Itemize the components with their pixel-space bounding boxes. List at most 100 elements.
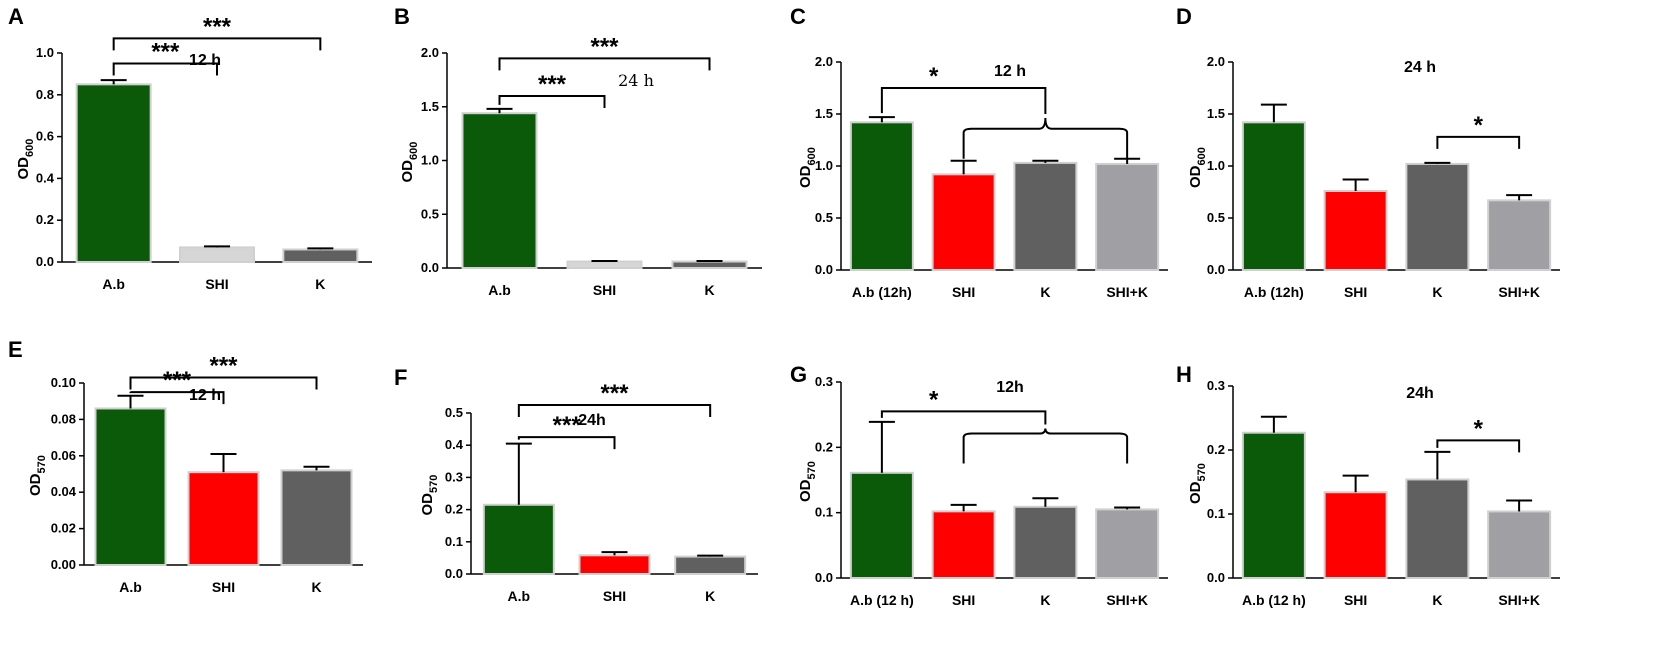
bar: [1241, 431, 1306, 579]
y-tick-label: 0.8: [36, 87, 54, 102]
significance-label: ***: [209, 353, 238, 380]
y-tick-label: 0.4: [36, 170, 55, 185]
y-axis-label: OD570: [27, 455, 48, 496]
y-tick-label: 0.5: [1207, 210, 1225, 225]
x-tick-label: K: [311, 579, 321, 595]
significance-label: *: [929, 63, 939, 90]
y-axis-label: OD570: [797, 461, 818, 502]
y-axis-label: OD600: [399, 142, 420, 183]
y-axis-label: OD570: [1187, 463, 1208, 504]
y-tick-label: 2.0: [421, 45, 439, 60]
significance-bracket: [1436, 135, 1521, 149]
y-tick-label: 0.0: [1207, 262, 1225, 277]
y-tick-label: 0.5: [815, 210, 833, 225]
x-tick-label: A.b: [508, 588, 531, 604]
bar: [187, 471, 260, 566]
bar: [674, 555, 747, 575]
y-tick-label: 0.06: [51, 448, 76, 463]
chart-title: 12 h: [189, 52, 221, 69]
panel-label: F: [394, 365, 407, 390]
bar: [1013, 505, 1078, 579]
y-tick-label: 0.4: [445, 437, 464, 452]
y-tick-label: 1.5: [815, 106, 833, 121]
significance-bracket: [517, 436, 616, 450]
panel-label: C: [790, 4, 806, 29]
y-tick-label: 1.0: [815, 158, 833, 173]
panel-e: E OD570 0.00 0.02 0.04 0.06 0.08 0.10 A.b SHI K ***…: [8, 337, 363, 595]
group-bracket: [962, 117, 1129, 159]
bar: [931, 173, 996, 272]
y-tick-label: 0.02: [51, 521, 76, 536]
y-tick-label: 0.0: [36, 254, 54, 269]
bar: [1095, 162, 1160, 271]
bar: [1095, 508, 1160, 579]
y-axis-label: OD600: [1187, 147, 1208, 188]
bar: [931, 510, 996, 579]
y-tick-label: 0.5: [445, 405, 463, 420]
y-tick-label: 0.1: [1207, 506, 1225, 521]
y-tick-label: 0.3: [445, 469, 463, 484]
bar: [1487, 199, 1552, 272]
bar: [1405, 478, 1470, 579]
significance-label: *: [1474, 415, 1484, 442]
x-tick-label: A.b (12 h): [850, 592, 914, 608]
x-tick-label: SHI: [205, 276, 228, 292]
y-axis-label: OD600: [797, 147, 818, 188]
y-tick-label: 0.10: [51, 375, 76, 390]
bar: [849, 121, 914, 271]
y-tick-label: 0.08: [51, 411, 76, 426]
panel-label: E: [8, 337, 23, 362]
x-tick-label: SHI: [212, 579, 235, 595]
bar: [94, 407, 167, 567]
panel-h: H OD570 0.0 0.1 0.2 0.3 A.b (12 h) SHI K SHI+K * 24…: [1176, 362, 1560, 608]
bar: [75, 83, 152, 263]
significance-bracket: [1436, 439, 1521, 453]
y-tick-label: 1.0: [1207, 158, 1225, 173]
significance-bracket: [112, 37, 322, 51]
panel-b: B OD600 0.0 0.5 1.0 1.5 2.0 A.b SHI K *** *** 24 h: [394, 4, 762, 298]
chart-title: 12h: [996, 379, 1024, 396]
bar: [849, 471, 914, 579]
x-tick-label: SHI: [952, 284, 975, 300]
chart-title: 24 h: [618, 71, 654, 90]
x-tick-label: K: [1432, 284, 1442, 300]
x-tick-label: K: [1040, 592, 1050, 608]
significance-bracket: [517, 403, 712, 417]
x-tick-label: K: [704, 282, 714, 298]
bar: [461, 112, 538, 269]
x-tick-label: SHI+K: [1498, 284, 1540, 300]
x-tick-label: SHI: [603, 588, 626, 604]
chart-title: 12 h: [189, 387, 221, 404]
x-tick-label: SHI: [1344, 592, 1367, 608]
significance-label: ***: [151, 38, 180, 65]
x-tick-label: SHI: [593, 282, 616, 298]
y-tick-label: 0.00: [51, 557, 76, 572]
y-tick-label: 0.0: [1207, 570, 1225, 585]
panel-g: G OD570 0.0 0.1 0.2 0.3 A.b (12 h) SHI K SHI+K * 12…: [790, 362, 1168, 608]
significance-bracket: [880, 87, 1047, 114]
y-tick-label: 0.2: [445, 502, 463, 517]
x-tick-label: SHI: [952, 592, 975, 608]
significance-bracket: [498, 95, 606, 108]
y-tick-label: 0.0: [445, 566, 463, 581]
y-tick-label: 0.3: [1207, 378, 1225, 393]
panel-label: G: [790, 362, 807, 387]
y-tick-label: 0.6: [36, 129, 54, 144]
panel-label: A: [8, 4, 24, 29]
x-tick-label: K: [705, 588, 715, 604]
x-tick-label: SHI+K: [1106, 284, 1148, 300]
y-tick-label: 0.1: [445, 534, 463, 549]
x-tick-label: K: [1040, 284, 1050, 300]
x-tick-label: SHI+K: [1106, 592, 1148, 608]
significance-bracket: [112, 62, 218, 76]
bar: [1241, 121, 1306, 271]
bar: [280, 469, 353, 566]
x-tick-label: A.b: [488, 282, 511, 298]
significance-label: *: [929, 386, 939, 413]
chart-title: 24 h: [1404, 59, 1436, 76]
significance-bracket: [880, 410, 1047, 425]
y-tick-label: 0.2: [815, 439, 833, 454]
significance-label: ***: [203, 13, 232, 40]
bar: [482, 503, 555, 575]
